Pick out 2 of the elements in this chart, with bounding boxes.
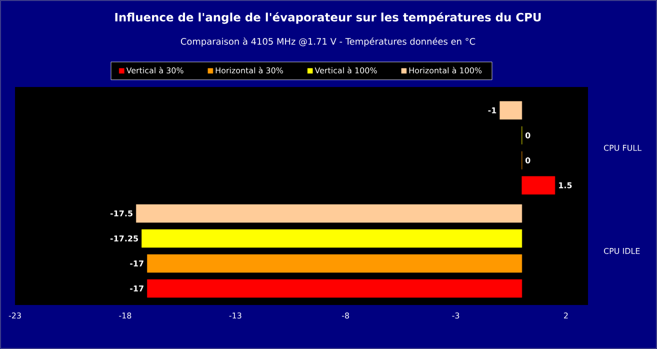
chart-subtitle: Comparaison à 4105 MHz @1.71 V - Températures données en °C <box>180 37 476 47</box>
chart-title: Influence de l'angle de l'évaporateur sur les températures du CPU <box>115 12 541 24</box>
